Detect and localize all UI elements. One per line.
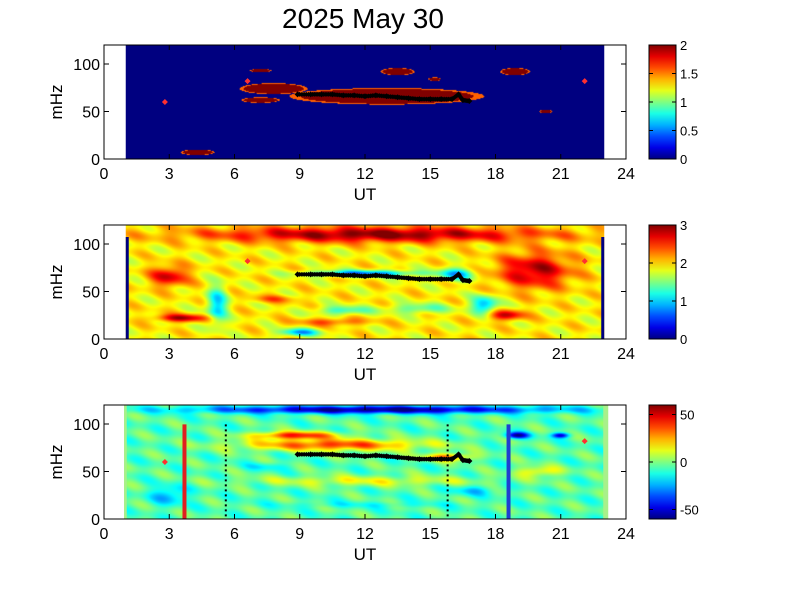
colorbar-tick-label: 0	[680, 332, 687, 347]
y-tick-label: 100	[73, 417, 100, 434]
x-tick-label: 12	[356, 346, 374, 363]
x-tick-label: 21	[552, 346, 570, 363]
ridge-point	[466, 458, 473, 465]
x-tick-label: 18	[487, 166, 505, 183]
y-axis-label: mHz	[47, 265, 66, 300]
x-tick-label: 15	[421, 526, 439, 543]
x-tick-label: 24	[617, 166, 635, 183]
x-tick-label: 12	[356, 526, 374, 543]
colorbar-tick-label: 0	[680, 455, 687, 470]
x-tick-label: 24	[617, 526, 635, 543]
x-axis-label: UT	[354, 185, 377, 204]
colorbar-tick-label: 1.5	[680, 67, 698, 82]
x-tick-label: 9	[295, 166, 304, 183]
event-marker	[581, 78, 588, 85]
panel-top: 0 3 6 9 12 15 18 21 24 0 50 100 UT mHz 0 0.5 1 1.5 2	[47, 38, 698, 204]
x-tick-label: 3	[165, 166, 174, 183]
edge-strip-right	[601, 237, 605, 339]
x-tick-label: 0	[100, 166, 109, 183]
x-tick-label: 3	[165, 526, 174, 543]
x-tick-label: 0	[100, 526, 109, 543]
x-tick-label: 15	[421, 166, 439, 183]
colorbar-tick-label: 2	[680, 38, 687, 53]
x-axis-label: UT	[354, 545, 377, 564]
colorbar-tick-label: 3	[680, 218, 687, 233]
x-tick-label: 9	[295, 526, 304, 543]
x-tick-label: 21	[552, 166, 570, 183]
ridge-point	[466, 98, 473, 105]
edge-strip-right	[603, 405, 609, 519]
event-marker	[244, 258, 251, 265]
heatmap-image	[125, 405, 605, 519]
x-tick-label: 12	[356, 166, 374, 183]
y-tick-label: 0	[91, 152, 100, 169]
heatmap-image	[125, 45, 605, 159]
edge-strip-left	[125, 237, 129, 339]
x-tick-label: 0	[100, 346, 109, 363]
x-tick-label: 3	[165, 346, 174, 363]
x-tick-label: 24	[617, 346, 635, 363]
x-tick-label: 6	[230, 166, 239, 183]
panel-bottom: 0 3 6 9 12 15 18 21 24 0 50 100 UT mHz -50 0 50	[47, 404, 699, 564]
y-tick-label: 0	[91, 512, 100, 529]
colorbar-tick-label: -50	[680, 503, 699, 518]
colorbar-tick-label: 50	[680, 408, 694, 423]
x-tick-label: 9	[295, 346, 304, 363]
event-marker	[581, 438, 588, 445]
ridge-point	[466, 278, 473, 285]
y-axis-label: mHz	[47, 85, 66, 120]
x-axis-label: UT	[354, 365, 377, 384]
event-marker	[161, 99, 168, 105]
y-tick-label: 50	[82, 285, 100, 302]
edge-strip-left	[124, 405, 127, 519]
event-marker	[161, 459, 168, 465]
x-tick-label: 18	[487, 526, 505, 543]
y-tick-label: 50	[82, 105, 100, 122]
x-tick-label: 15	[421, 346, 439, 363]
colorbar-tick-label: 1	[680, 95, 687, 110]
y-axis-label: mHz	[47, 445, 66, 480]
colorbar	[648, 44, 677, 160]
event-marker	[581, 258, 588, 265]
x-tick-label: 18	[487, 346, 505, 363]
heatmap-image	[125, 225, 605, 339]
colorbar-tick-label: 0	[680, 152, 687, 167]
colorbar-tick-label: 0.5	[680, 124, 698, 139]
colorbar	[648, 404, 677, 520]
y-tick-label: 0	[91, 332, 100, 349]
colorbar-tick-label: 2	[680, 256, 687, 271]
colorbar-tick-label: 1	[680, 294, 687, 309]
x-tick-label: 6	[230, 526, 239, 543]
y-tick-label: 100	[73, 237, 100, 254]
x-tick-label: 6	[230, 346, 239, 363]
colorbar	[648, 224, 677, 340]
y-tick-label: 100	[73, 57, 100, 74]
x-tick-label: 21	[552, 526, 570, 543]
event-marker	[244, 78, 251, 85]
figure-title: 2025 May 30	[282, 3, 444, 34]
y-tick-label: 50	[82, 465, 100, 482]
